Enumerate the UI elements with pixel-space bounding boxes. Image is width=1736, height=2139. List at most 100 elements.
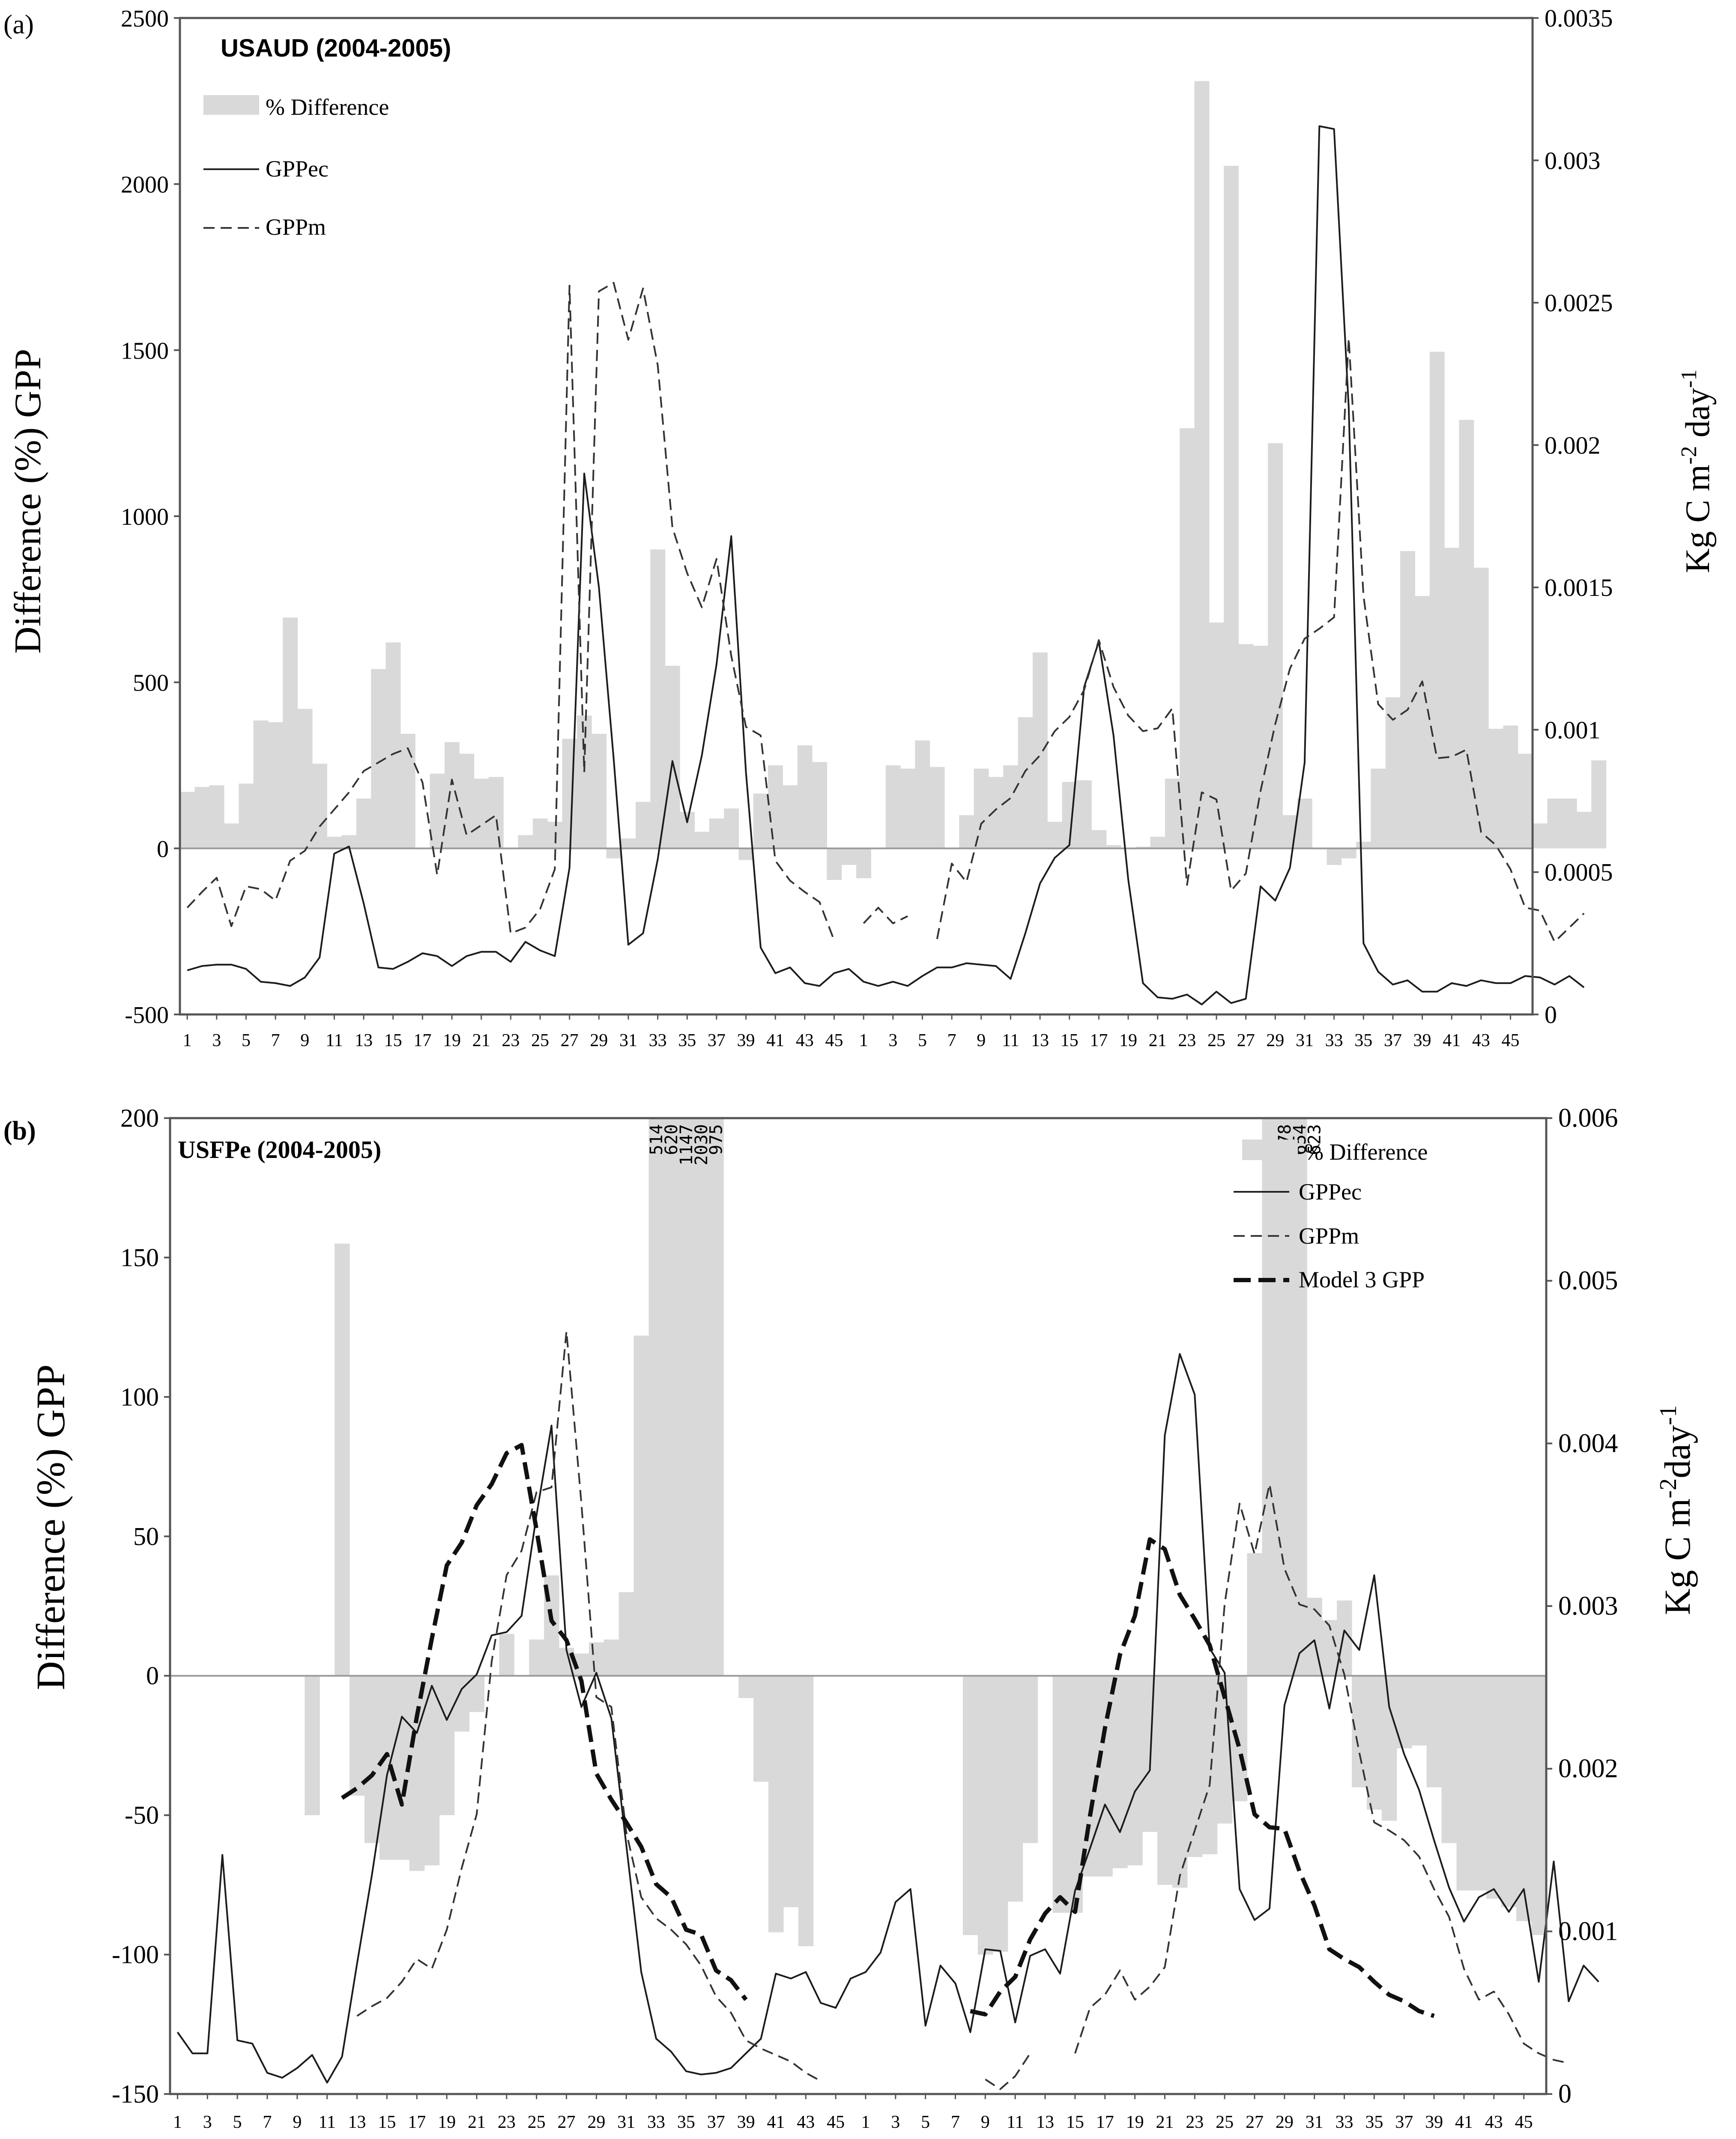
x-tick-label: 11 <box>1007 2112 1024 2132</box>
x-tick-label: 15 <box>378 2112 396 2132</box>
right-tick-label: 0.001 <box>1558 1917 1618 1946</box>
x-tick-label: 23 <box>1178 1031 1196 1050</box>
diff-bar <box>1106 845 1121 849</box>
diff-bar <box>365 1675 380 1843</box>
diff-bar <box>474 778 489 849</box>
diff-bar <box>305 1675 320 1816</box>
left-tick-label: 100 <box>120 1383 159 1411</box>
diff-bar <box>1351 1675 1367 1788</box>
panel-b-lines <box>176 1330 1599 2090</box>
diff-bar <box>1292 1118 1307 1676</box>
diff-bar <box>621 838 636 849</box>
x-tick-label: 39 <box>737 2112 755 2132</box>
x-tick-label: 1 <box>861 2112 870 2132</box>
x-tick-label: 45 <box>825 1031 843 1050</box>
diff-bar <box>1150 837 1165 849</box>
diff-bar <box>856 848 871 879</box>
diff-bar <box>977 1675 993 1955</box>
diff-bar <box>665 665 680 849</box>
diff-bar <box>1172 1675 1188 1888</box>
diff-bar <box>1022 1675 1038 1843</box>
diff-bar <box>680 812 695 849</box>
diff-bar <box>606 848 621 859</box>
diff-bar <box>1533 823 1548 849</box>
x-tick-label: 25 <box>1207 1031 1225 1050</box>
left-tick-label: 200 <box>120 1104 159 1132</box>
x-tick-label: 43 <box>1472 1031 1490 1050</box>
x-tick-label: 41 <box>767 2112 785 2132</box>
diff-bar <box>1187 1675 1203 1857</box>
diff-bar <box>350 1675 365 1796</box>
clipped-bar-value-label: 620 <box>662 1124 681 1155</box>
legend-gppm-label: GPPm <box>266 214 326 240</box>
x-tick-label: 45 <box>827 2112 845 2132</box>
gppm-line <box>356 1330 1569 2090</box>
diff-bar <box>694 832 710 849</box>
x-tick-label: 23 <box>502 1031 520 1050</box>
diff-bar <box>768 765 783 849</box>
diff-bar <box>636 802 651 849</box>
x-tick-label: 37 <box>1384 1031 1402 1050</box>
diff-bar <box>798 1675 814 1947</box>
right-tick-label: 0.0025 <box>1545 289 1613 317</box>
diff-bar <box>592 733 607 849</box>
diff-bar <box>1165 778 1180 849</box>
clipped-bar-value-label: 975 <box>707 1124 726 1155</box>
diff-bar <box>180 792 195 849</box>
gppec-line <box>176 1353 1599 2084</box>
diff-bar <box>1456 1675 1472 1891</box>
diff-bar <box>488 777 504 849</box>
diff-bar <box>1547 799 1563 849</box>
clipped-bar-value-label: 1147 <box>677 1124 696 1165</box>
diff-bar <box>783 785 798 849</box>
x-tick-label: 13 <box>1036 2112 1054 2132</box>
diff-bar <box>1018 717 1033 849</box>
panel-a-left-axis-label: Difference (%) GPP <box>7 349 49 654</box>
x-tick-label: 45 <box>1515 2112 1533 2132</box>
diff-bar <box>1003 765 1019 849</box>
diff-bar <box>1591 760 1607 849</box>
x-tick-label: 29 <box>1266 1031 1284 1050</box>
diff-bar <box>663 1118 679 1676</box>
diff-bar <box>738 848 754 860</box>
diff-bar <box>283 617 298 849</box>
diff-bar <box>797 745 813 849</box>
right-tick-label: 0.002 <box>1545 431 1601 459</box>
x-tick-label: 1 <box>183 1031 192 1050</box>
x-tick-label: 31 <box>617 2112 635 2132</box>
right-tick-label: 0.004 <box>1558 1429 1618 1458</box>
left-tick-label: 2000 <box>121 172 169 198</box>
model-3-gpp-line <box>341 1443 1435 2018</box>
diff-bar <box>1047 822 1063 849</box>
diff-bar <box>1007 1675 1023 1902</box>
x-tick-label: 15 <box>1066 2112 1084 2132</box>
diff-bar <box>518 835 533 849</box>
diff-bar <box>753 793 768 849</box>
diff-bar <box>1356 841 1371 849</box>
x-tick-label: 43 <box>796 1031 814 1050</box>
x-tick-label: 29 <box>590 1031 608 1050</box>
x-tick-label: 37 <box>707 2112 725 2132</box>
x-tick-label: 5 <box>921 2112 930 2132</box>
x-tick-label: 9 <box>300 1031 309 1050</box>
legend-gppec-label: GPPec <box>266 156 329 182</box>
legend-diff-label: % Difference <box>266 94 389 120</box>
x-tick-label: 13 <box>1031 1031 1049 1050</box>
diff-bar <box>812 762 827 849</box>
panel-a-ticks: -500 0 500 1000 1500 2000 2500 0 0.0005 0.001 0.00… <box>121 4 1613 1050</box>
right-tick-label: 0.003 <box>1558 1592 1618 1621</box>
diff-bar <box>709 818 724 849</box>
right-tick-label: 0.0005 <box>1545 859 1613 886</box>
x-tick-label: 9 <box>981 2112 990 2132</box>
diff-bar <box>959 815 974 849</box>
right-tick-label: 0 <box>1558 2079 1572 2109</box>
diff-bar <box>532 818 548 849</box>
x-tick-label: 39 <box>1425 2112 1443 2132</box>
diff-bar <box>1486 1675 1502 1899</box>
diff-bar <box>1194 81 1210 849</box>
legend-diff-swatch <box>1242 1140 1298 1160</box>
diff-bar <box>1209 622 1224 849</box>
right-tick-label: 0.005 <box>1558 1266 1618 1295</box>
diff-bar <box>1127 1675 1143 1866</box>
